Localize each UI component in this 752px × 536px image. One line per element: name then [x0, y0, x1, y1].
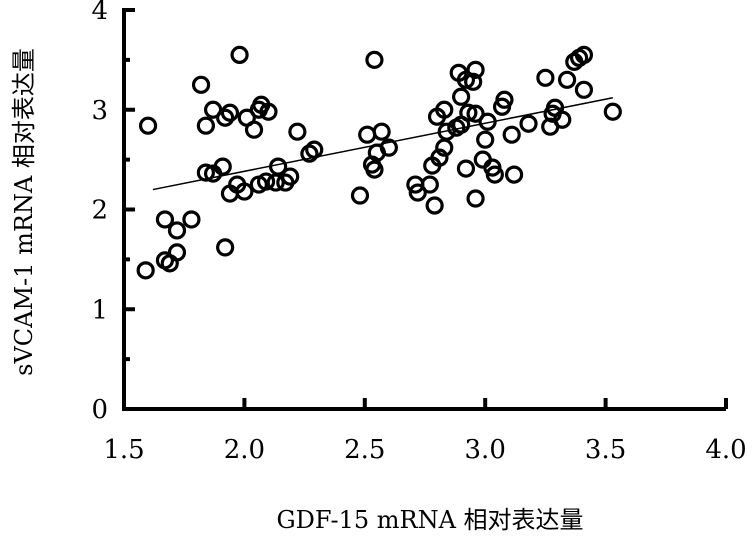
y-tick-label: 4	[91, 0, 108, 26]
data-point	[138, 116, 158, 135]
axes	[122, 8, 726, 411]
data-point	[196, 116, 215, 135]
y-tick-label: 0	[91, 395, 108, 425]
x-axis-title: GDF-15 mRNA 相对表达量	[276, 506, 583, 534]
x-tick-label: 2.5	[344, 435, 385, 465]
data-point	[196, 163, 215, 182]
data-point	[256, 172, 276, 191]
data-point	[372, 122, 391, 141]
data-point	[553, 110, 572, 129]
data-point	[519, 114, 538, 133]
data-point	[473, 150, 492, 169]
data-point	[167, 243, 187, 262]
data-point	[504, 165, 524, 184]
data-point	[476, 130, 495, 149]
data-point	[220, 103, 240, 122]
data-point	[136, 261, 155, 280]
data-point	[466, 189, 485, 208]
y-tick-label: 3	[91, 96, 108, 126]
x-tick-label: 3.5	[585, 435, 626, 465]
data-point	[365, 50, 384, 69]
y-ticks: 0 1 2 3 4	[91, 0, 135, 425]
data-point	[452, 87, 471, 106]
data-point	[557, 70, 577, 89]
data-point	[182, 210, 201, 229]
data-point	[216, 238, 235, 257]
data-point	[464, 72, 483, 91]
data-point	[288, 122, 307, 141]
data-point	[281, 167, 300, 186]
data-point	[435, 138, 454, 157]
trend-line	[152, 97, 613, 191]
data-point	[408, 183, 427, 202]
data-point	[235, 182, 254, 201]
data-point	[379, 138, 398, 157]
data-point	[230, 45, 249, 64]
data-point	[213, 157, 232, 176]
data-point	[603, 102, 622, 121]
data-point	[155, 210, 175, 229]
data-point	[574, 80, 594, 99]
data-points	[136, 45, 622, 280]
y-tick-label: 2	[91, 196, 108, 226]
data-point	[456, 159, 476, 178]
x-tick-label: 1.5	[103, 435, 144, 465]
y-tick-label: 1	[91, 295, 108, 325]
data-point	[430, 148, 449, 167]
x-tick-label: 2.0	[224, 435, 265, 465]
data-point	[466, 104, 485, 123]
data-point	[485, 165, 504, 184]
data-point	[425, 196, 444, 215]
data-point	[167, 221, 187, 240]
data-point	[216, 108, 235, 127]
data-point	[495, 90, 514, 109]
data-point	[244, 120, 264, 139]
data-point	[435, 100, 454, 119]
data-point	[536, 68, 555, 87]
data-point	[203, 100, 223, 119]
data-point	[466, 60, 485, 79]
data-point	[420, 175, 439, 194]
x-tick-label: 3.0	[465, 435, 506, 465]
data-point	[502, 125, 521, 144]
data-point	[459, 103, 478, 122]
x-tick-label: 4.0	[705, 435, 746, 465]
data-point	[191, 75, 211, 94]
data-point	[365, 160, 384, 179]
data-point	[350, 186, 370, 205]
y-axis-title: sVCAM-1 mRNA 相对表达量	[10, 48, 38, 376]
data-point	[259, 102, 278, 121]
x-ticks: 1.5 2.0 2.5 3.0 3.5 4.0	[103, 398, 747, 465]
data-point	[358, 125, 377, 144]
data-point	[574, 45, 594, 64]
